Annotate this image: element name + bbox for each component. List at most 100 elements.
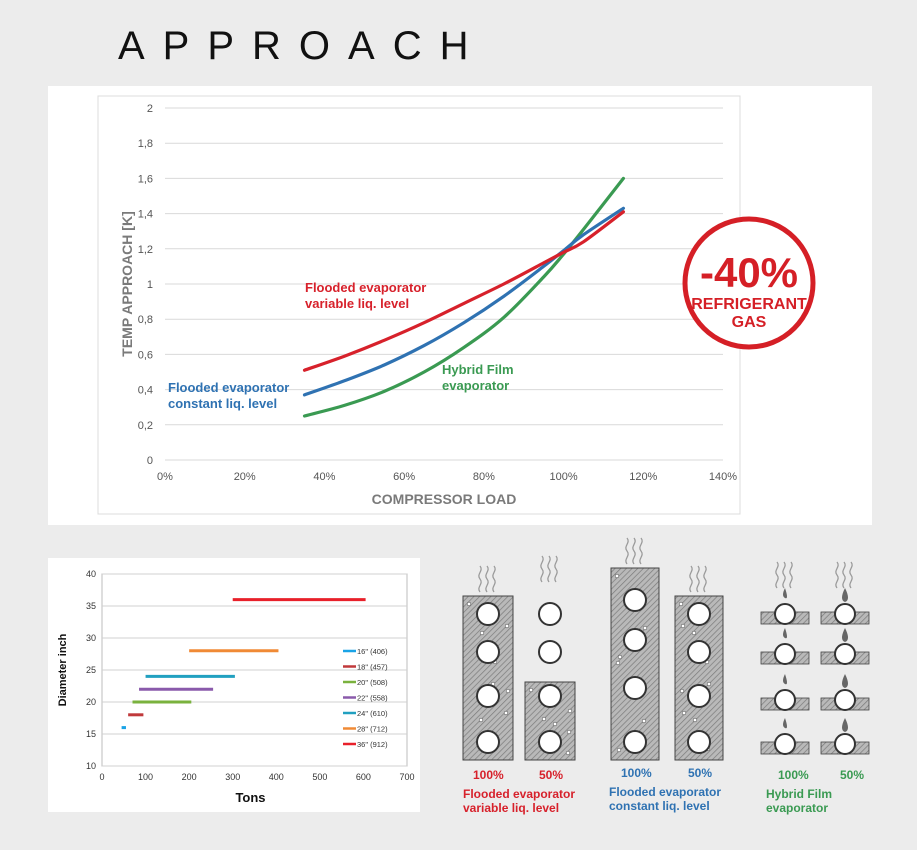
illus3-pct2: 50%	[840, 768, 865, 782]
bubble-icon	[541, 716, 547, 722]
series-label-2: evaporator	[442, 378, 509, 393]
tube-icon	[774, 643, 796, 665]
approach-chart: 00,20,40,60,811,21,41,61,820% 20% 40% 60% 80…	[97, 95, 741, 515]
steam-icon	[696, 565, 700, 593]
illus2-pct1: 100%	[621, 766, 652, 780]
bubble-icon	[478, 717, 484, 723]
y-tick-label: 0,8	[138, 314, 153, 326]
tube-icon	[834, 689, 856, 711]
bubble-icon	[505, 688, 511, 694]
illus1-pct2: 50%	[539, 768, 564, 782]
steam-icon	[639, 537, 643, 565]
badge-line3: GAS	[732, 314, 767, 331]
tube-icon	[687, 730, 711, 754]
small-y-tick-label: 40	[86, 569, 96, 579]
small-y-axis-label: Diameter inch	[57, 633, 69, 706]
x-tick-label: 140%	[709, 471, 737, 483]
small-x-axis-label: Tons	[235, 790, 265, 805]
bubble-icon	[504, 623, 510, 629]
bubble-icon	[616, 747, 622, 753]
small-y-tick-label: 20	[86, 697, 96, 707]
tube-icon	[834, 733, 856, 755]
y-tick-label: 0,2	[138, 420, 153, 432]
steam-icon	[835, 561, 839, 589]
bubble-icon	[642, 625, 648, 631]
y-tick-label: 0,4	[138, 385, 153, 397]
tube-icon	[476, 602, 500, 626]
illus3-label-line1: Hybrid Film	[766, 787, 833, 801]
droplet-icon	[842, 674, 848, 688]
steam-icon	[547, 555, 551, 583]
tube-icon	[623, 588, 647, 612]
steam-icon	[703, 565, 707, 593]
legend-entry-6: 36" (912)	[357, 740, 388, 749]
legend-entry-5: 28" (712)	[357, 725, 388, 734]
steam-icon	[849, 561, 853, 589]
bubble-icon	[528, 687, 534, 693]
steam-icon	[554, 555, 558, 583]
tube-icon	[476, 684, 500, 708]
steam-icon	[485, 565, 489, 593]
small-x-tick-label: 200	[182, 772, 197, 782]
tube-icon	[687, 640, 711, 664]
legend-entry-2: 20" (508)	[357, 678, 388, 687]
x-tick-label: 20%	[234, 471, 256, 483]
steam-icon	[540, 555, 544, 583]
steam-icon	[478, 565, 482, 593]
refrigerant-badge: -40% REFRIGERANT GAS	[682, 216, 816, 350]
series-line-0	[302, 210, 625, 372]
bubble-icon	[679, 688, 685, 694]
x-tick-label: 40%	[313, 471, 335, 483]
illus3-pct1: 100%	[778, 768, 809, 782]
bubble-icon	[680, 623, 686, 629]
y-tick-label: 0,6	[138, 349, 153, 361]
badge-ring	[682, 216, 816, 350]
bubble-icon	[466, 601, 472, 607]
bubble-icon	[567, 708, 573, 714]
droplet-icon	[783, 674, 787, 685]
bubble-icon	[479, 630, 485, 636]
legend-entry-4: 24" (610)	[357, 709, 388, 718]
tube-icon	[774, 603, 796, 625]
droplet-icon	[783, 588, 787, 599]
tube-icon	[476, 640, 500, 664]
tube-icon	[476, 730, 500, 754]
tube-icon	[538, 684, 562, 708]
small-x-tick-label: 400	[269, 772, 284, 782]
steam-icon	[775, 561, 779, 589]
droplet-icon	[783, 628, 787, 639]
legend-entry-0: 16" (406)	[357, 647, 388, 656]
series-label-0: Flooded evaporator	[305, 280, 426, 295]
droplet-icon	[842, 628, 848, 642]
steam-icon	[789, 561, 793, 589]
evaporator-illustrations	[462, 537, 870, 761]
tube-icon	[774, 733, 796, 755]
y-tick-label: 1,4	[138, 209, 153, 221]
bubble-icon	[641, 718, 647, 724]
tube-icon	[687, 602, 711, 626]
tube-icon	[538, 730, 562, 754]
bubble-icon	[681, 710, 687, 716]
small-x-tick-label: 0	[99, 772, 104, 782]
tube-icon	[687, 684, 711, 708]
bubble-icon	[614, 573, 620, 579]
steam-icon	[689, 565, 693, 593]
droplet-icon	[842, 718, 848, 732]
series-label-1: constant liq. level	[168, 396, 277, 411]
illus1-pct1: 100%	[473, 768, 504, 782]
illus2-label-line1: Flooded evaporator	[609, 785, 722, 799]
legend-entry-1: 18" (457)	[357, 663, 388, 672]
series-label-2: Hybrid Film	[442, 362, 514, 377]
small-y-tick-label: 10	[86, 761, 96, 771]
bubble-icon	[706, 681, 712, 687]
tube-icon	[538, 640, 562, 664]
series-label-1: Flooded evaporator	[168, 380, 289, 395]
steam-icon	[625, 537, 629, 565]
steam-icon	[632, 537, 636, 565]
small-x-tick-label: 300	[225, 772, 240, 782]
bubble-icon	[566, 729, 572, 735]
small-x-tick-label: 600	[356, 772, 371, 782]
steam-icon	[782, 561, 786, 589]
y-tick-label: 1	[147, 279, 153, 291]
